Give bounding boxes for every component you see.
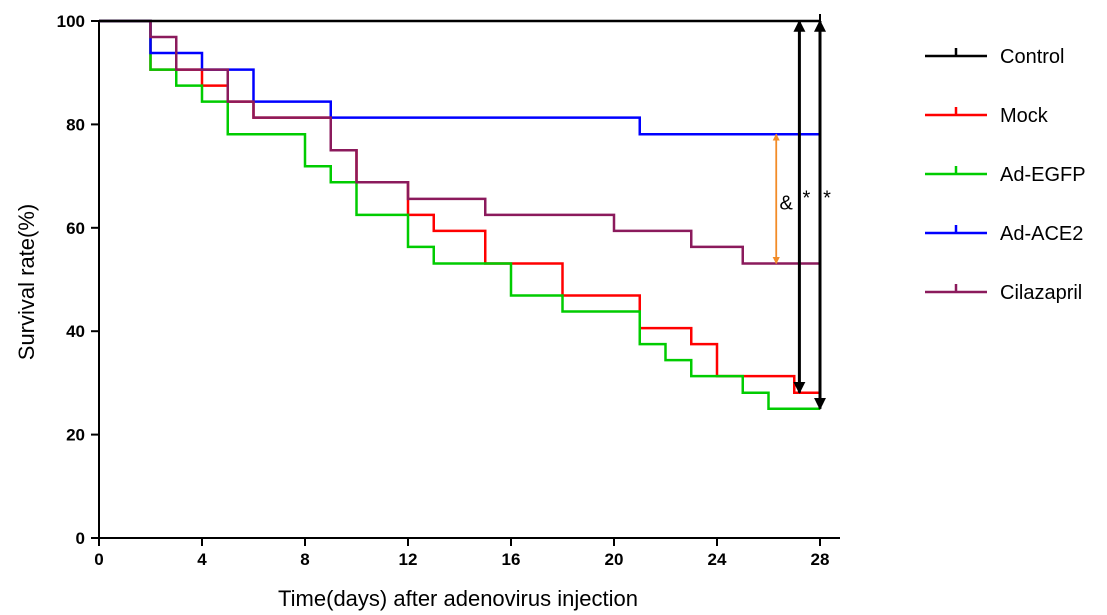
legend-label-ad-egfp: Ad-EGFP — [1000, 164, 1086, 186]
x-tick-label: 0 — [94, 550, 103, 569]
significance-label: * — [803, 188, 811, 210]
y-tick-label: 100 — [57, 12, 85, 31]
chart-legend: Control Mock Ad-EGFP Ad-ACE2 Cilazapril — [925, 46, 1086, 304]
y-axis-title: Survival rate(%) — [14, 204, 39, 360]
x-tick-label: 4 — [197, 550, 207, 569]
y-tick-label: 0 — [76, 529, 85, 548]
legend-label-ad-ace2: Ad-ACE2 — [1000, 223, 1083, 245]
significance-label: & — [780, 193, 794, 215]
x-tick-label: 12 — [399, 550, 418, 569]
x-tick-label: 28 — [811, 550, 830, 569]
x-tick-label: 8 — [300, 550, 309, 569]
y-tick-label: 40 — [66, 322, 85, 341]
significance-label: * — [823, 188, 831, 210]
series-line-ad-egfp — [99, 19, 820, 410]
series-line-ad-ace2 — [99, 19, 820, 136]
chart-ticks: 0 20 40 60 80 100 0 4 8 12 16 20 24 28 — [57, 12, 830, 569]
x-tick-label: 20 — [605, 550, 624, 569]
series-line-cilazapril — [99, 19, 820, 265]
chart-series — [99, 14, 821, 410]
legend-label-cilazapril: Cilazapril — [1000, 282, 1082, 304]
x-tick-label: 24 — [708, 550, 727, 569]
series-line-mock — [99, 19, 820, 394]
y-tick-label: 80 — [66, 115, 85, 134]
y-tick-label: 60 — [66, 219, 85, 238]
legend-label-control: Control — [1000, 46, 1064, 68]
y-tick-label: 20 — [66, 426, 85, 445]
x-tick-label: 16 — [502, 550, 521, 569]
chart-axes — [98, 21, 840, 539]
legend-label-mock: Mock — [1000, 105, 1049, 127]
x-axis-title: Time(days) after adenovirus injection — [278, 586, 638, 611]
significance-annotations: & * * — [772, 19, 831, 410]
